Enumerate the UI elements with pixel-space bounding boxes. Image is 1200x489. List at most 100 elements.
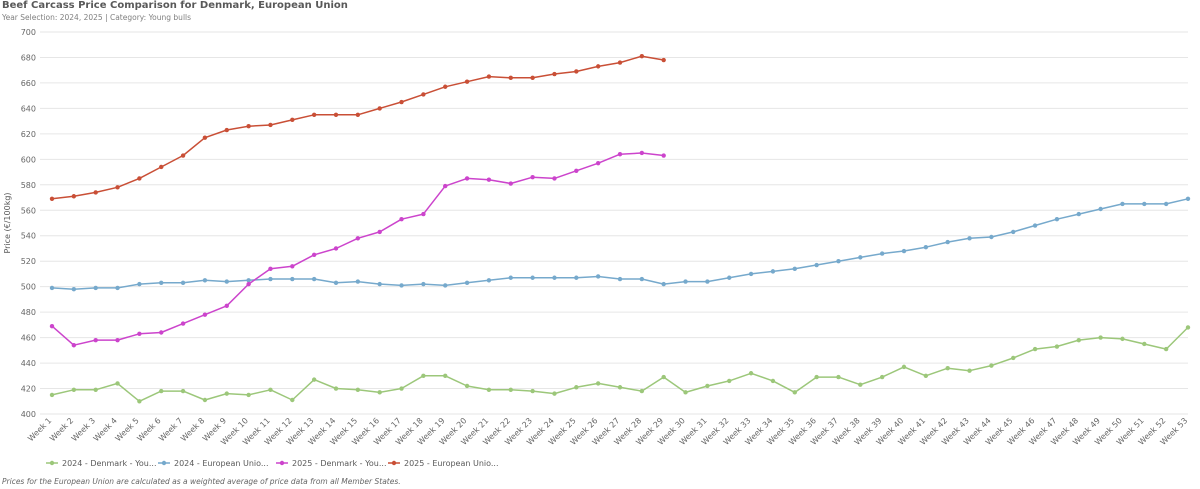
data-point[interactable] xyxy=(705,383,710,389)
data-point[interactable] xyxy=(748,271,754,277)
data-point[interactable] xyxy=(464,79,470,84)
data-point[interactable] xyxy=(486,74,492,79)
data-point[interactable] xyxy=(595,274,601,279)
data-point[interactable] xyxy=(661,57,666,63)
data-point[interactable] xyxy=(115,337,120,343)
data-point[interactable] xyxy=(639,53,645,59)
data-point[interactable] xyxy=(901,364,907,370)
data-point[interactable] xyxy=(1054,216,1060,222)
data-point[interactable] xyxy=(617,60,623,65)
data-point[interactable] xyxy=(399,99,404,105)
data-point[interactable] xyxy=(180,280,186,286)
legend-item[interactable]: 2024 - European Unio... xyxy=(158,459,269,468)
data-point[interactable] xyxy=(464,176,470,181)
data-point[interactable] xyxy=(115,381,120,386)
data-point[interactable] xyxy=(290,117,295,123)
data-point[interactable] xyxy=(748,371,754,376)
data-point[interactable] xyxy=(71,194,77,199)
series-2[interactable] xyxy=(49,196,1191,292)
data-point[interactable] xyxy=(574,168,579,173)
data-point[interactable] xyxy=(486,278,492,283)
data-point[interactable] xyxy=(683,279,688,284)
data-point[interactable] xyxy=(617,276,623,282)
data-point[interactable] xyxy=(443,373,448,378)
data-point[interactable] xyxy=(661,374,666,380)
data-point[interactable] xyxy=(137,399,142,404)
data-point[interactable] xyxy=(530,75,535,81)
series-line[interactable] xyxy=(51,198,1189,290)
data-point[interactable] xyxy=(508,275,513,280)
data-point[interactable] xyxy=(923,373,929,378)
data-point[interactable] xyxy=(71,387,77,393)
data-point[interactable] xyxy=(93,190,98,195)
data-point[interactable] xyxy=(879,251,885,256)
data-point[interactable] xyxy=(792,266,797,272)
data-point[interactable] xyxy=(1011,229,1016,235)
data-point[interactable] xyxy=(311,377,317,382)
data-point[interactable] xyxy=(1185,325,1191,330)
data-point[interactable] xyxy=(137,331,142,336)
data-point[interactable] xyxy=(377,106,382,111)
data-point[interactable] xyxy=(989,234,994,240)
data-point[interactable] xyxy=(137,281,142,287)
data-point[interactable] xyxy=(377,229,382,235)
data-point[interactable] xyxy=(530,388,535,394)
data-point[interactable] xyxy=(399,386,404,391)
data-point[interactable] xyxy=(311,276,317,282)
data-point[interactable] xyxy=(421,373,426,378)
legend[interactable]: 2024 - Denmark - You... 2024 - European U… xyxy=(46,459,499,468)
data-point[interactable] xyxy=(421,211,426,217)
data-point[interactable] xyxy=(290,397,295,403)
data-point[interactable] xyxy=(923,244,929,250)
data-point[interactable] xyxy=(989,363,994,368)
data-point[interactable] xyxy=(311,252,317,258)
data-point[interactable] xyxy=(574,385,579,390)
data-point[interactable] xyxy=(290,276,295,282)
data-point[interactable] xyxy=(486,387,492,393)
data-point[interactable] xyxy=(1120,336,1125,342)
data-point[interactable] xyxy=(858,255,863,260)
data-point[interactable] xyxy=(661,153,666,158)
data-point[interactable] xyxy=(224,303,229,308)
data-point[interactable] xyxy=(639,276,645,282)
data-point[interactable] xyxy=(595,64,601,69)
data-point[interactable] xyxy=(421,92,426,97)
data-point[interactable] xyxy=(159,388,164,394)
data-point[interactable] xyxy=(115,185,120,190)
data-point[interactable] xyxy=(508,181,513,186)
data-point[interactable] xyxy=(224,391,229,396)
data-point[interactable] xyxy=(530,174,535,180)
data-point[interactable] xyxy=(93,387,98,393)
data-point[interactable] xyxy=(1076,211,1081,217)
data-point[interactable] xyxy=(421,281,426,287)
data-point[interactable] xyxy=(268,122,273,128)
data-point[interactable] xyxy=(1163,201,1169,207)
data-point[interactable] xyxy=(1032,223,1038,228)
data-point[interactable] xyxy=(792,390,797,395)
data-point[interactable] xyxy=(246,392,251,398)
data-point[interactable] xyxy=(508,387,513,393)
data-point[interactable] xyxy=(770,269,776,274)
data-point[interactable] xyxy=(49,323,55,329)
data-point[interactable] xyxy=(617,152,623,157)
data-point[interactable] xyxy=(443,283,448,288)
data-point[interactable] xyxy=(858,382,863,387)
data-point[interactable] xyxy=(49,392,55,398)
data-point[interactable] xyxy=(683,390,688,395)
data-point[interactable] xyxy=(530,275,535,280)
data-point[interactable] xyxy=(159,330,164,335)
data-point[interactable] xyxy=(180,388,186,394)
data-point[interactable] xyxy=(1163,346,1169,352)
data-point[interactable] xyxy=(311,112,317,117)
data-point[interactable] xyxy=(1098,335,1103,340)
series-line[interactable] xyxy=(51,326,1189,403)
data-point[interactable] xyxy=(574,69,579,74)
data-point[interactable] xyxy=(1011,355,1016,361)
data-point[interactable] xyxy=(1185,196,1191,202)
data-point[interactable] xyxy=(268,387,273,393)
data-point[interactable] xyxy=(202,312,208,317)
legend-item[interactable]: 2024 - Denmark - You... xyxy=(46,459,157,468)
data-point[interactable] xyxy=(355,387,361,393)
series-line[interactable] xyxy=(51,55,664,200)
data-point[interactable] xyxy=(727,275,732,280)
